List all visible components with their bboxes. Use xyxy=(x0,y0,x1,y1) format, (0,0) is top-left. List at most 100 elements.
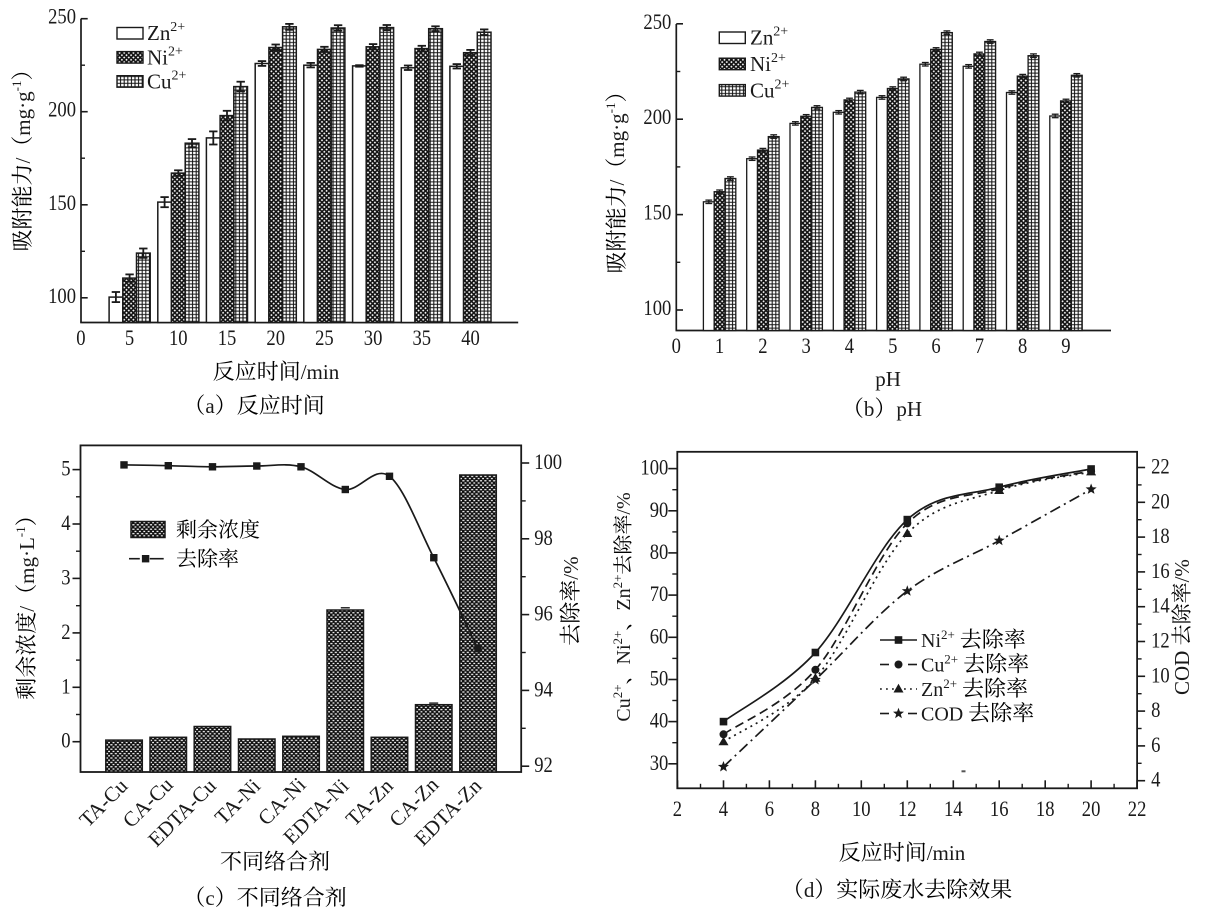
svg-text:Zn: Zn xyxy=(147,21,171,45)
svg-text:2: 2 xyxy=(758,333,767,358)
svg-text:18: 18 xyxy=(1036,796,1055,821)
svg-text:/: / xyxy=(15,606,39,612)
svg-text:d: d xyxy=(804,878,815,902)
svg-text:5: 5 xyxy=(888,333,897,358)
svg-text:2+: 2+ xyxy=(941,627,955,642)
svg-text:-1: -1 xyxy=(603,102,618,113)
svg-text:16: 16 xyxy=(1151,558,1170,583)
svg-text:2+: 2+ xyxy=(168,44,183,59)
svg-text:0: 0 xyxy=(672,333,681,358)
svg-text:2+: 2+ xyxy=(610,684,625,698)
svg-text:2+: 2+ xyxy=(771,51,786,66)
svg-text:pH: pH xyxy=(896,397,922,421)
svg-text:Ni: Ni xyxy=(750,52,771,76)
svg-text:50: 50 xyxy=(650,666,669,691)
svg-text:b: b xyxy=(864,397,875,421)
svg-text:2+: 2+ xyxy=(610,631,625,645)
svg-text:100: 100 xyxy=(48,283,76,308)
svg-text:100: 100 xyxy=(643,295,671,320)
svg-text:200: 200 xyxy=(48,97,76,122)
svg-text:8: 8 xyxy=(1151,697,1160,722)
svg-text:mg·g: mg·g xyxy=(11,91,35,136)
svg-text:12: 12 xyxy=(1151,628,1170,653)
svg-text:Cu: Cu xyxy=(750,78,775,102)
svg-text:mg·L: mg·L xyxy=(15,537,39,584)
svg-text:Ni: Ni xyxy=(613,644,635,664)
svg-text:3: 3 xyxy=(802,333,811,358)
svg-text:96: 96 xyxy=(534,601,553,626)
svg-text:5: 5 xyxy=(125,325,134,350)
svg-text:/%: /% xyxy=(1170,559,1194,582)
svg-text:6: 6 xyxy=(931,333,940,358)
svg-text:100: 100 xyxy=(640,455,668,480)
svg-text:250: 250 xyxy=(643,9,671,34)
svg-text:c: c xyxy=(205,886,214,910)
svg-text:15: 15 xyxy=(218,325,237,350)
svg-text:-1: -1 xyxy=(13,526,28,537)
svg-text:/: / xyxy=(605,180,629,186)
svg-text:20: 20 xyxy=(1082,796,1101,821)
svg-text:12: 12 xyxy=(898,796,917,821)
svg-text:4: 4 xyxy=(845,333,854,358)
svg-text:250: 250 xyxy=(48,4,76,29)
svg-text:20: 20 xyxy=(1151,488,1170,513)
svg-text:Zn: Zn xyxy=(921,679,943,701)
svg-text:Cu: Cu xyxy=(613,698,635,721)
svg-text:14: 14 xyxy=(1151,593,1170,618)
svg-text:40: 40 xyxy=(461,325,480,350)
svg-text:/%: /% xyxy=(613,492,635,514)
svg-text:150: 150 xyxy=(643,200,671,225)
svg-text:9: 9 xyxy=(1061,333,1070,358)
svg-text:4: 4 xyxy=(719,796,728,821)
svg-text:100: 100 xyxy=(534,449,562,474)
svg-text:98: 98 xyxy=(534,525,553,550)
svg-text:150: 150 xyxy=(48,190,76,215)
svg-text:Cu: Cu xyxy=(147,69,172,93)
svg-text:60: 60 xyxy=(650,623,669,648)
svg-text:92: 92 xyxy=(534,752,553,777)
svg-text:2: 2 xyxy=(61,619,70,644)
svg-text:25: 25 xyxy=(315,325,334,350)
svg-text:94: 94 xyxy=(534,676,553,701)
svg-text:COD: COD xyxy=(1170,651,1194,695)
svg-text:14: 14 xyxy=(944,796,963,821)
svg-text:30: 30 xyxy=(650,750,669,775)
svg-text:1: 1 xyxy=(715,333,724,358)
svg-text:6: 6 xyxy=(1151,732,1160,757)
svg-text:40: 40 xyxy=(650,708,669,733)
svg-text:2+: 2+ xyxy=(172,68,187,83)
svg-text:10: 10 xyxy=(169,325,188,350)
svg-text:16: 16 xyxy=(990,796,1009,821)
svg-text:10: 10 xyxy=(1151,662,1170,687)
svg-text:/: / xyxy=(11,158,35,164)
svg-text:2+: 2+ xyxy=(944,652,958,667)
svg-text:6: 6 xyxy=(765,796,774,821)
svg-text:22: 22 xyxy=(1151,454,1170,479)
svg-text:5: 5 xyxy=(61,456,70,481)
svg-text:/%: /% xyxy=(559,556,583,579)
svg-text:0: 0 xyxy=(76,325,85,350)
svg-text:18: 18 xyxy=(1151,523,1170,548)
svg-text:8: 8 xyxy=(811,796,820,821)
svg-text:35: 35 xyxy=(413,325,432,350)
svg-text:pH: pH xyxy=(875,367,901,391)
svg-text:Cu: Cu xyxy=(921,655,944,677)
svg-text:2+: 2+ xyxy=(943,676,957,691)
svg-text:7: 7 xyxy=(975,333,984,358)
svg-text:4: 4 xyxy=(1151,767,1160,792)
svg-text:10: 10 xyxy=(852,796,871,821)
svg-text:90: 90 xyxy=(650,497,669,522)
svg-text:-1: -1 xyxy=(9,80,24,91)
svg-text:30: 30 xyxy=(364,325,383,350)
svg-text:200: 200 xyxy=(643,104,671,129)
svg-text:0: 0 xyxy=(61,728,70,753)
svg-text:8: 8 xyxy=(1018,333,1027,358)
svg-text:20: 20 xyxy=(266,325,285,350)
svg-text:a: a xyxy=(205,394,215,418)
svg-text:Zn: Zn xyxy=(613,588,635,610)
svg-text:3: 3 xyxy=(61,564,70,589)
svg-text:2+: 2+ xyxy=(170,20,185,35)
svg-text:22: 22 xyxy=(1128,796,1147,821)
svg-text:COD: COD xyxy=(921,704,963,726)
svg-text:4: 4 xyxy=(61,510,70,535)
